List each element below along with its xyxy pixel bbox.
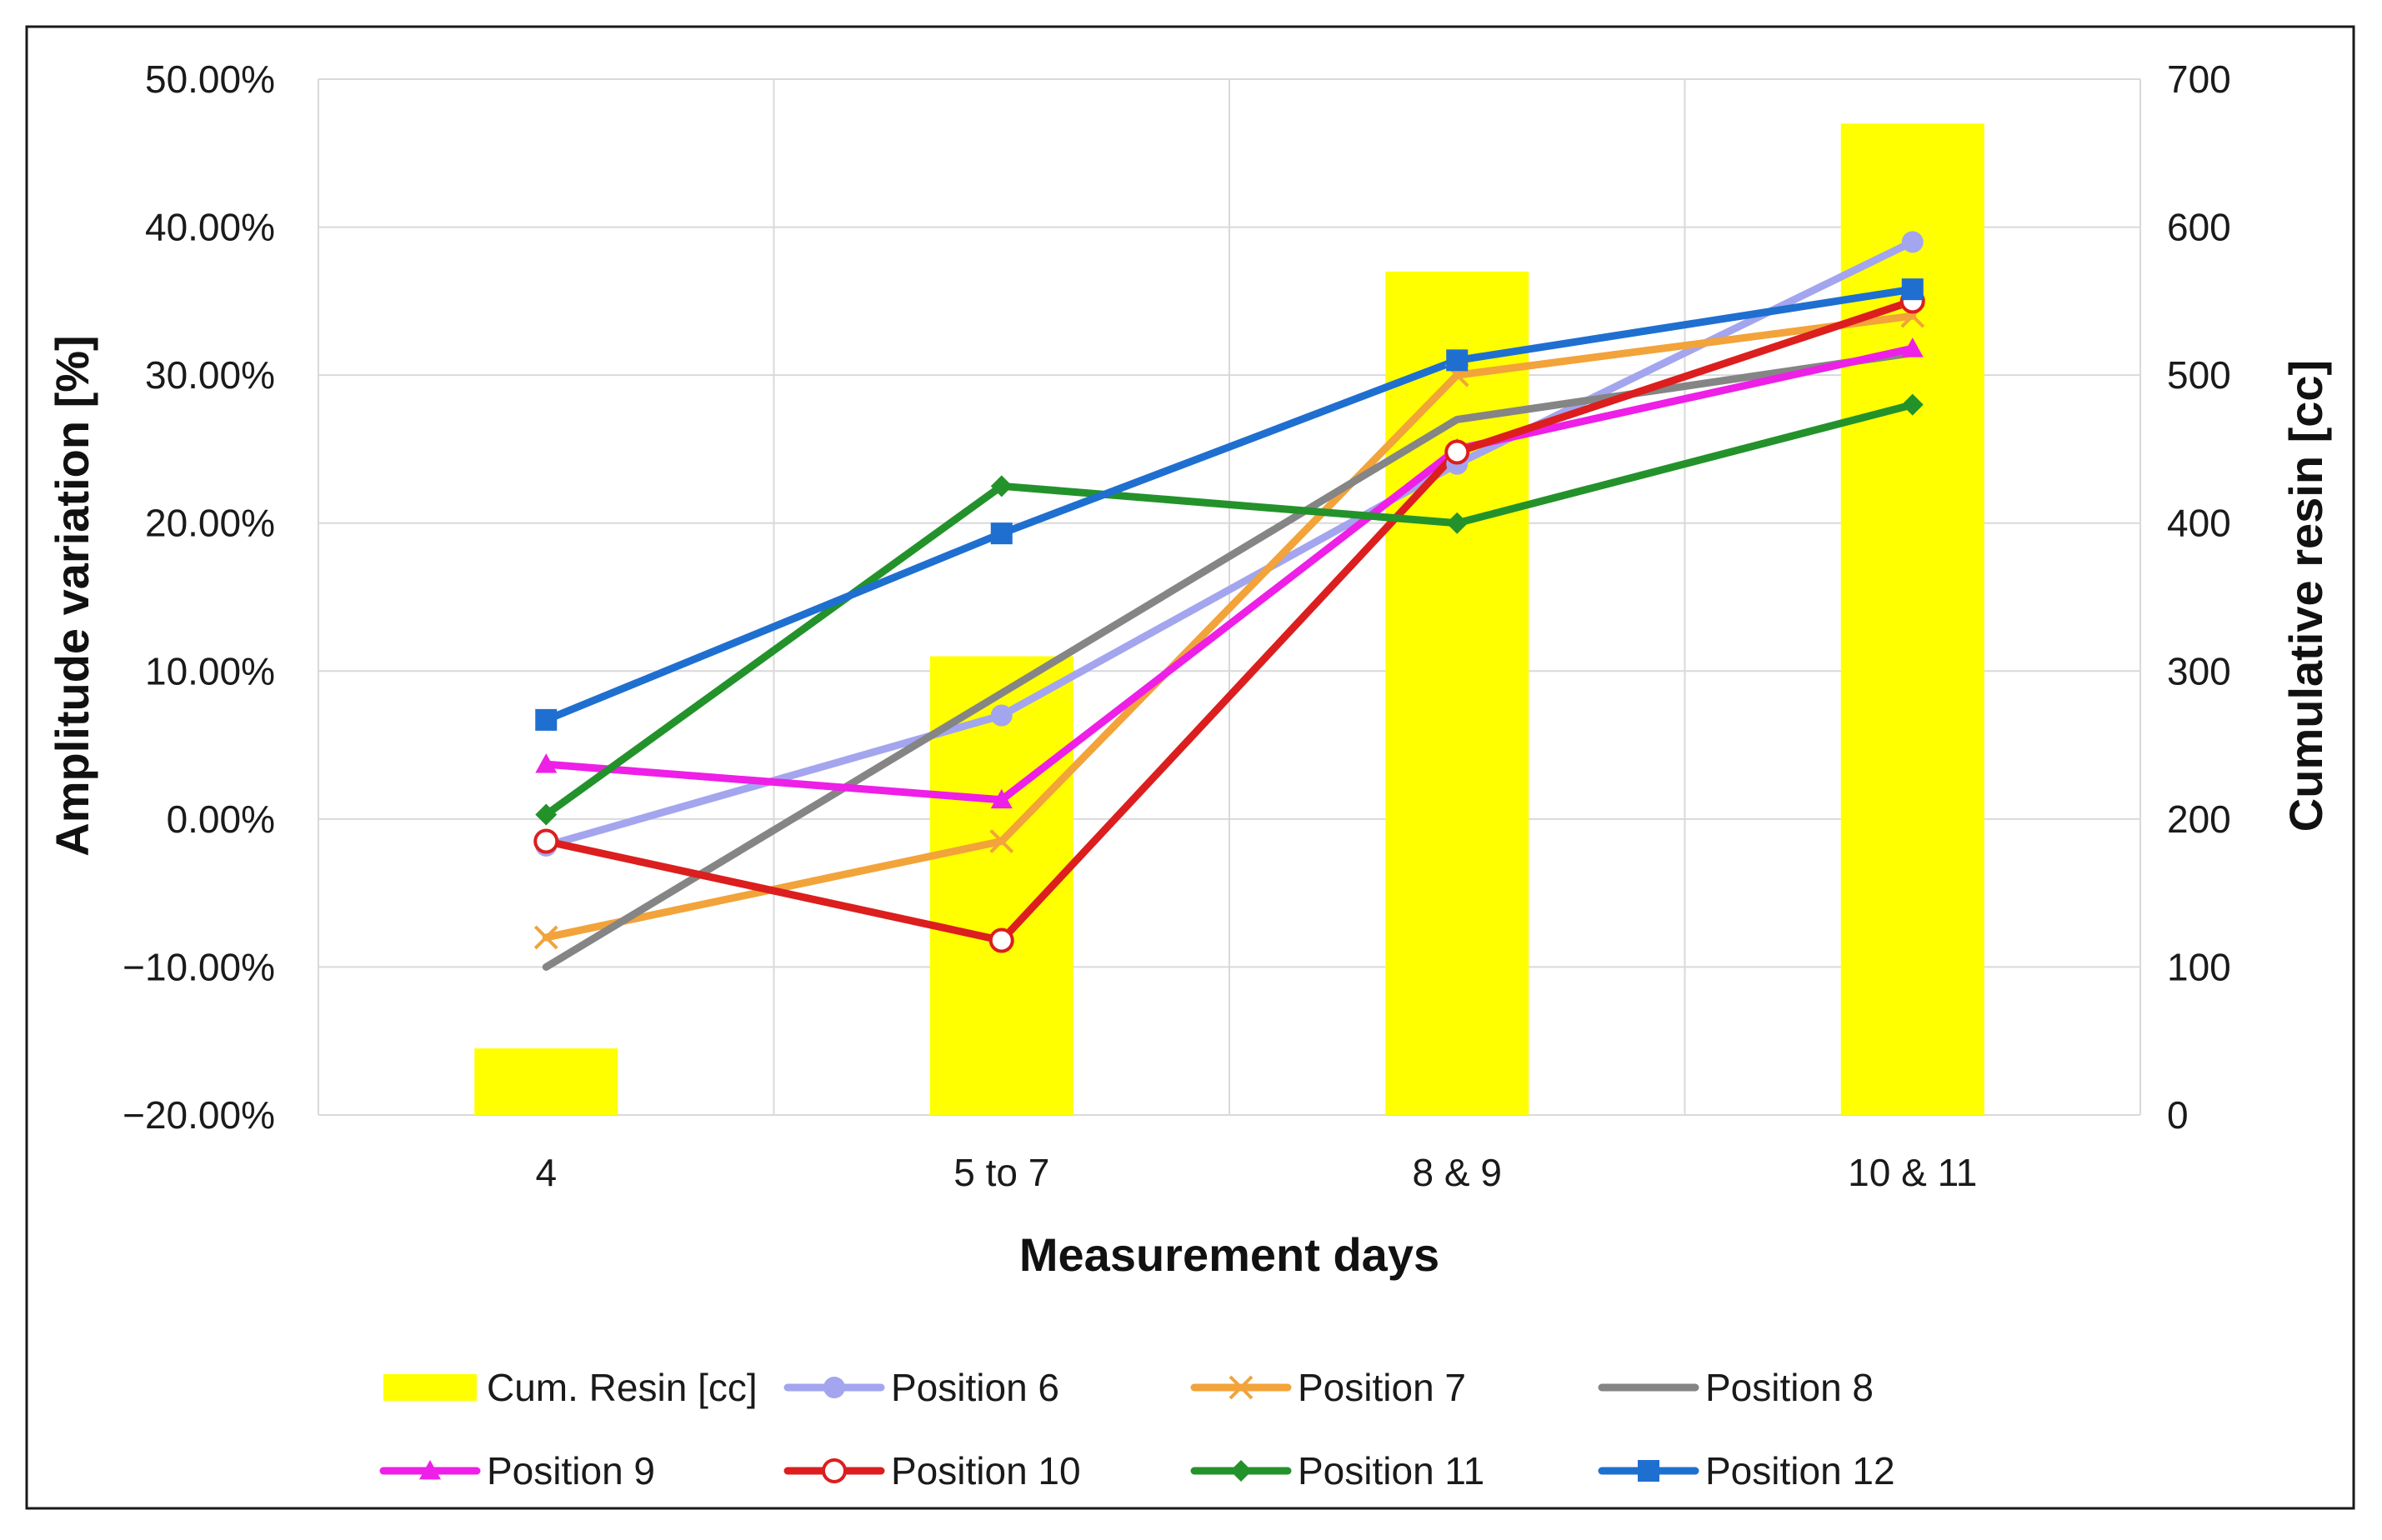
legend-item: Position 7	[1190, 1366, 1466, 1409]
series-point	[535, 803, 558, 826]
series-point	[1901, 393, 1924, 416]
x-tick-label: 4	[535, 1151, 557, 1194]
bar	[1840, 123, 1984, 1115]
series-point	[533, 828, 559, 854]
y2-tick-label: 100	[2167, 945, 2231, 988]
series-line	[542, 401, 1917, 819]
legend-label: Position 11	[1298, 1449, 1484, 1492]
y-tick-label: 50.00%	[145, 58, 275, 101]
series-line	[542, 297, 1917, 944]
legend-label: Position 6	[891, 1366, 1059, 1409]
series-point	[535, 708, 558, 731]
y2-tick-label: 600	[2167, 206, 2231, 249]
y2-tick-label: 400	[2167, 502, 2231, 545]
y-tick-label: 30.00%	[145, 353, 275, 397]
series-point	[823, 1377, 845, 1398]
legend: Cum. Resin [cc] Position 6 Position 7 Posit…	[379, 1366, 1895, 1492]
y-tick-label: 40.00%	[145, 206, 275, 249]
x-axis-title: Measurement days	[1019, 1228, 1439, 1281]
legend-item: Position 12	[1598, 1449, 1895, 1492]
line-series	[542, 238, 1917, 971]
y-tick-label: 20.00%	[145, 502, 275, 545]
series-point	[419, 1460, 441, 1480]
series-point	[1446, 512, 1469, 534]
series-point	[1901, 231, 1924, 253]
legend-label: Position 7	[1298, 1366, 1466, 1409]
series-point	[1229, 1375, 1254, 1400]
y-axis-title: Amplitude variation [%]	[46, 335, 98, 856]
legend-label: Cum. Resin [cc]	[487, 1366, 758, 1409]
x-tick-label: 10 & 11	[1848, 1151, 1977, 1194]
series-line	[542, 344, 1917, 804]
y2-tick-label: 200	[2167, 798, 2231, 841]
y-tick-label: 10.00%	[145, 649, 275, 692]
series-point	[1638, 1460, 1659, 1482]
series-point	[1901, 338, 1924, 358]
series-point	[535, 753, 558, 773]
legend-item: Position 10	[783, 1449, 1081, 1492]
series-point	[1230, 1460, 1252, 1482]
legend-item: Position 6	[783, 1366, 1059, 1409]
y-tick-label: −10.00%	[123, 945, 275, 988]
y2-tick-label: 700	[2167, 58, 2231, 101]
series-point	[822, 1458, 847, 1483]
legend-item: Position 9	[379, 1449, 655, 1492]
series-point	[989, 829, 1014, 853]
y2-axis-title: Cumulative resin [cc]	[2279, 360, 2332, 832]
legend-swatch	[383, 1374, 477, 1401]
gridlines	[318, 78, 2141, 1116]
legend-item: Cum. Resin [cc]	[383, 1366, 758, 1409]
series-point	[1444, 439, 1470, 465]
chart-frame	[25, 25, 2355, 1510]
x-tick-label: 5 to 7	[953, 1151, 1049, 1194]
bar	[1385, 271, 1529, 1115]
y-tick-label: 0.00%	[167, 798, 275, 841]
bar	[474, 1048, 618, 1115]
series-line	[542, 285, 1917, 724]
series-point	[990, 788, 1013, 809]
series-point	[990, 475, 1013, 498]
legend-item: Position 8	[1598, 1366, 1874, 1409]
series-point	[1446, 349, 1469, 372]
legend-item: Position 11	[1190, 1449, 1484, 1492]
y2-tick-label: 500	[2167, 353, 2231, 397]
series-point	[988, 928, 1014, 953]
series-line	[542, 349, 1917, 971]
legend-label: Position 10	[891, 1449, 1081, 1492]
series-point	[990, 522, 1013, 545]
y2-tick-label: 300	[2167, 649, 2231, 692]
x-tick-label: 8 & 9	[1413, 1151, 1502, 1194]
legend-label: Position 12	[1705, 1449, 1895, 1492]
series-markers	[533, 231, 1925, 953]
series-point	[990, 704, 1013, 727]
y2-tick-label: 0	[2167, 1093, 2189, 1137]
y-tick-label: −20.00%	[123, 1093, 275, 1137]
series-point	[533, 925, 558, 950]
legend-label: Position 9	[487, 1449, 655, 1492]
series-point	[1901, 278, 1924, 301]
legend-label: Position 8	[1705, 1366, 1874, 1409]
